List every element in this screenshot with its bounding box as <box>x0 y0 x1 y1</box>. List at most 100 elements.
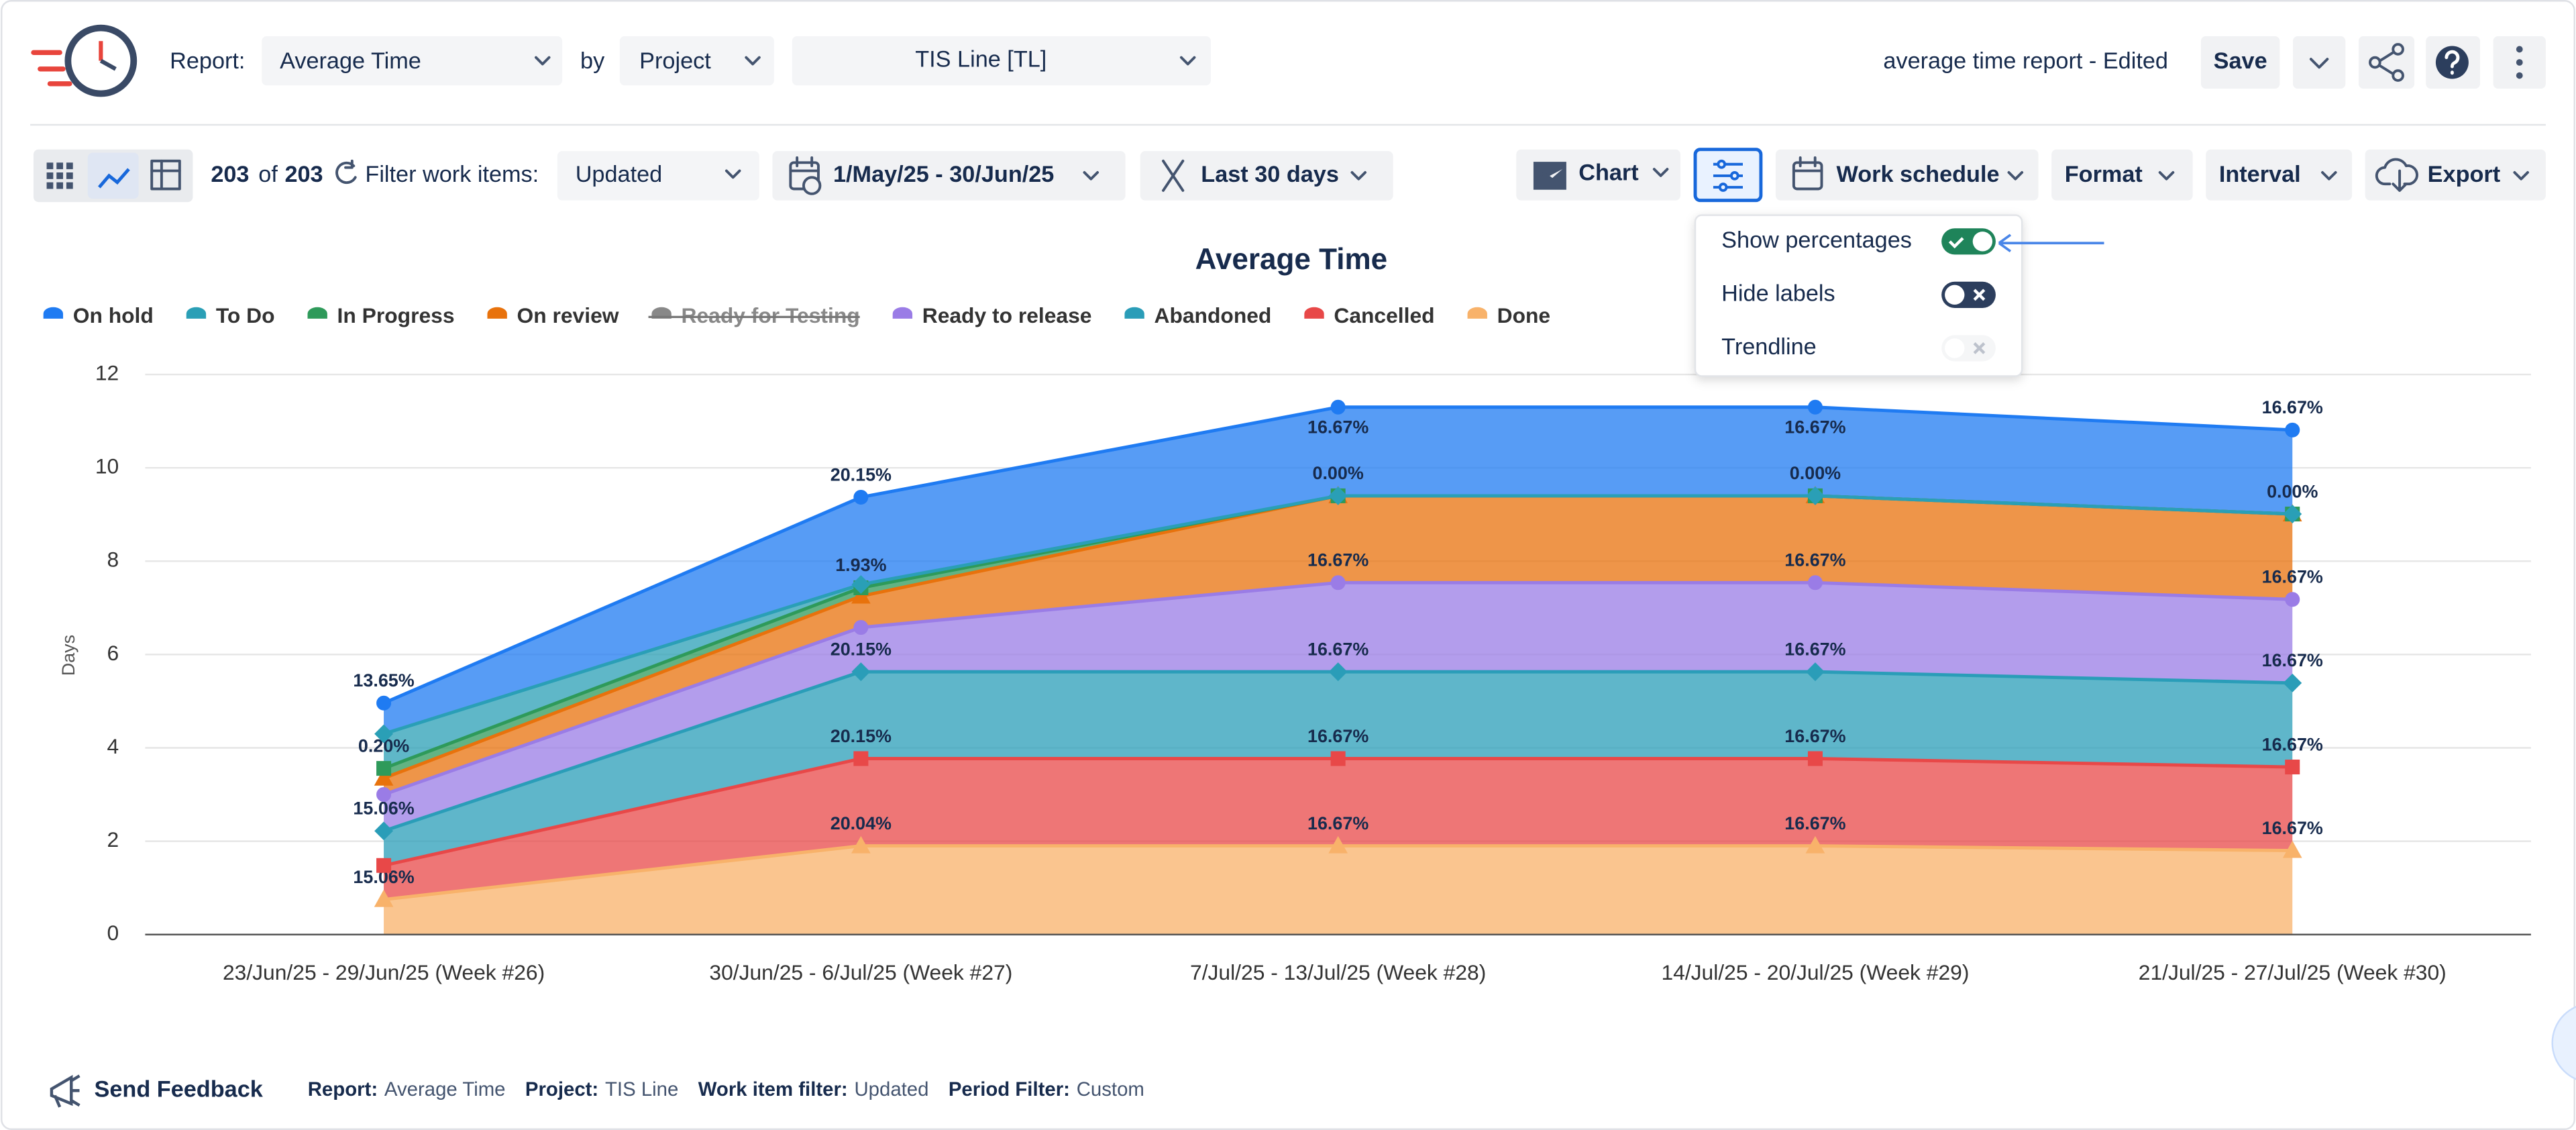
area-fill <box>384 582 2293 831</box>
work-schedule-button[interactable] <box>1775 149 2039 201</box>
settings-icon <box>1713 159 1743 192</box>
view-chart-active[interactable] <box>87 152 139 199</box>
period[interactable]: Last 30 days <box>1201 162 1339 187</box>
marker <box>374 821 394 841</box>
date-range-button[interactable] <box>772 151 1126 201</box>
marker <box>376 787 392 803</box>
legend-icon <box>1304 307 1324 319</box>
settings-popup <box>1694 214 2023 377</box>
chevron <box>1350 171 1366 181</box>
chevron <box>1179 56 1196 66</box>
footer-label: Period Filter: <box>949 1078 1070 1100</box>
toggle-cross[interactable] <box>1973 342 1986 354</box>
percent-label: 16.67% <box>1307 417 1368 438</box>
export[interactable]: Export <box>2428 162 2500 187</box>
marker <box>1330 399 1346 415</box>
report-select[interactable]: Average Time <box>262 36 563 86</box>
legend-label[interactable]: Cancelled <box>1334 303 1434 327</box>
save-label[interactable]: Save <box>2214 48 2267 74</box>
export-button[interactable] <box>2365 149 2546 201</box>
percent-label: 16.67% <box>2262 650 2323 670</box>
x-tick-label: 14/Jul/25 - 20/Jul/25 (Week #29) <box>1661 960 1969 984</box>
group-select[interactable]: Project <box>619 36 774 86</box>
toggle[interactable] <box>1941 228 1996 255</box>
legend-label[interactable]: In Progress <box>337 303 455 327</box>
percent-label: 20.15% <box>830 639 892 659</box>
toggle-track[interactable] <box>1941 335 1996 362</box>
view-grid-icon[interactable] <box>46 162 73 189</box>
project-select-box[interactable] <box>792 36 1211 86</box>
marker <box>2285 760 2300 775</box>
toggle[interactable] <box>1941 281 1996 308</box>
report-select-value[interactable]: Average Time <box>280 48 421 74</box>
toggle-knob[interactable] <box>1972 232 1993 252</box>
interval-button[interactable] <box>2206 149 2353 201</box>
percent-label: 16.67% <box>1784 639 1845 659</box>
y-tick-label: 0 <box>107 921 119 945</box>
marker <box>1328 662 1348 682</box>
x-tick-label: 21/Jul/25 - 27/Jul/25 (Week #30) <box>2139 960 2447 984</box>
share-button[interactable] <box>2358 36 2415 89</box>
chart-type[interactable]: Chart <box>1578 160 1638 186</box>
marker <box>1807 399 1823 415</box>
marker <box>2282 840 2302 858</box>
x-tick-label: 7/Jul/25 - 13/Jul/25 (Week #28) <box>1190 960 1486 984</box>
legend-label[interactable]: To Do <box>216 303 275 327</box>
calendar-icon <box>789 156 822 195</box>
y-tick-label: 10 <box>95 454 119 478</box>
filter-select[interactable] <box>557 151 759 201</box>
format[interactable]: Format <box>2065 162 2143 187</box>
filter-value[interactable]: Updated <box>576 162 663 187</box>
legend-label[interactable]: On hold <box>73 303 154 327</box>
group-select-value[interactable]: Project <box>639 48 711 74</box>
toggle-knob[interactable] <box>1945 338 1965 358</box>
project-select-value[interactable]: TIS Line [TL] <box>915 47 1046 72</box>
footer-value: Custom <box>1077 1078 1144 1100</box>
group-select-box[interactable] <box>619 36 774 86</box>
format-button[interactable] <box>2051 149 2193 201</box>
footer-value: TIS Line <box>605 1078 678 1100</box>
toggle-knob[interactable] <box>1945 285 1965 305</box>
legend-label[interactable]: Ready to release <box>922 303 1092 327</box>
marker <box>376 695 392 711</box>
save-button[interactable] <box>2200 36 2280 89</box>
side-handle[interactable] <box>2551 1004 2576 1082</box>
percent-label: 16.67% <box>1307 550 1368 570</box>
percent-label: 20.15% <box>830 464 892 484</box>
project-select[interactable]: TIS Line [TL] <box>792 36 1211 86</box>
menu-icon <box>2516 46 2523 79</box>
toggle-cross[interactable] <box>1973 289 1986 301</box>
toggle-check[interactable] <box>1948 237 1964 249</box>
toggle[interactable] <box>1941 335 1996 362</box>
area-fill <box>384 758 2293 900</box>
legend-label[interactable]: On review <box>517 303 619 327</box>
view-chart-icon[interactable] <box>98 168 130 189</box>
setting-label: Show percentages <box>1721 227 1912 253</box>
legend-label[interactable]: Ready for Testing <box>682 303 860 327</box>
marker <box>374 768 394 786</box>
area-fill <box>384 672 2293 866</box>
date-range[interactable]: 1/May/25 - 30/Jun/25 <box>833 162 1054 187</box>
send-feedback[interactable]: Send Feedback <box>95 1076 264 1102</box>
view-table-icon[interactable] <box>150 159 181 191</box>
export-icon <box>2375 158 2418 192</box>
more-save-button[interactable] <box>2292 36 2346 89</box>
report-select-box[interactable] <box>262 36 563 86</box>
settings-list: Show percentages Hide labels Trendline <box>1721 227 1996 362</box>
refresh-icon[interactable] <box>335 159 357 185</box>
marker <box>851 575 871 595</box>
period-button[interactable] <box>1140 151 1393 201</box>
work-schedule[interactable]: Work schedule <box>1837 162 2000 187</box>
legend-icon <box>186 307 207 319</box>
percent-label: 0.00% <box>1313 463 1364 483</box>
legend-label[interactable]: Abandoned <box>1154 303 1271 327</box>
count-of: of <box>258 162 278 187</box>
report-label: Report: <box>170 48 245 74</box>
interval[interactable]: Interval <box>2219 162 2301 187</box>
percent-label: 0.00% <box>1790 463 1841 483</box>
setting-label: Hide labels <box>1721 280 1835 306</box>
chevron <box>2321 171 2337 181</box>
legend-label[interactable]: Done <box>1497 303 1551 327</box>
percent-label: 16.67% <box>2262 567 2323 587</box>
